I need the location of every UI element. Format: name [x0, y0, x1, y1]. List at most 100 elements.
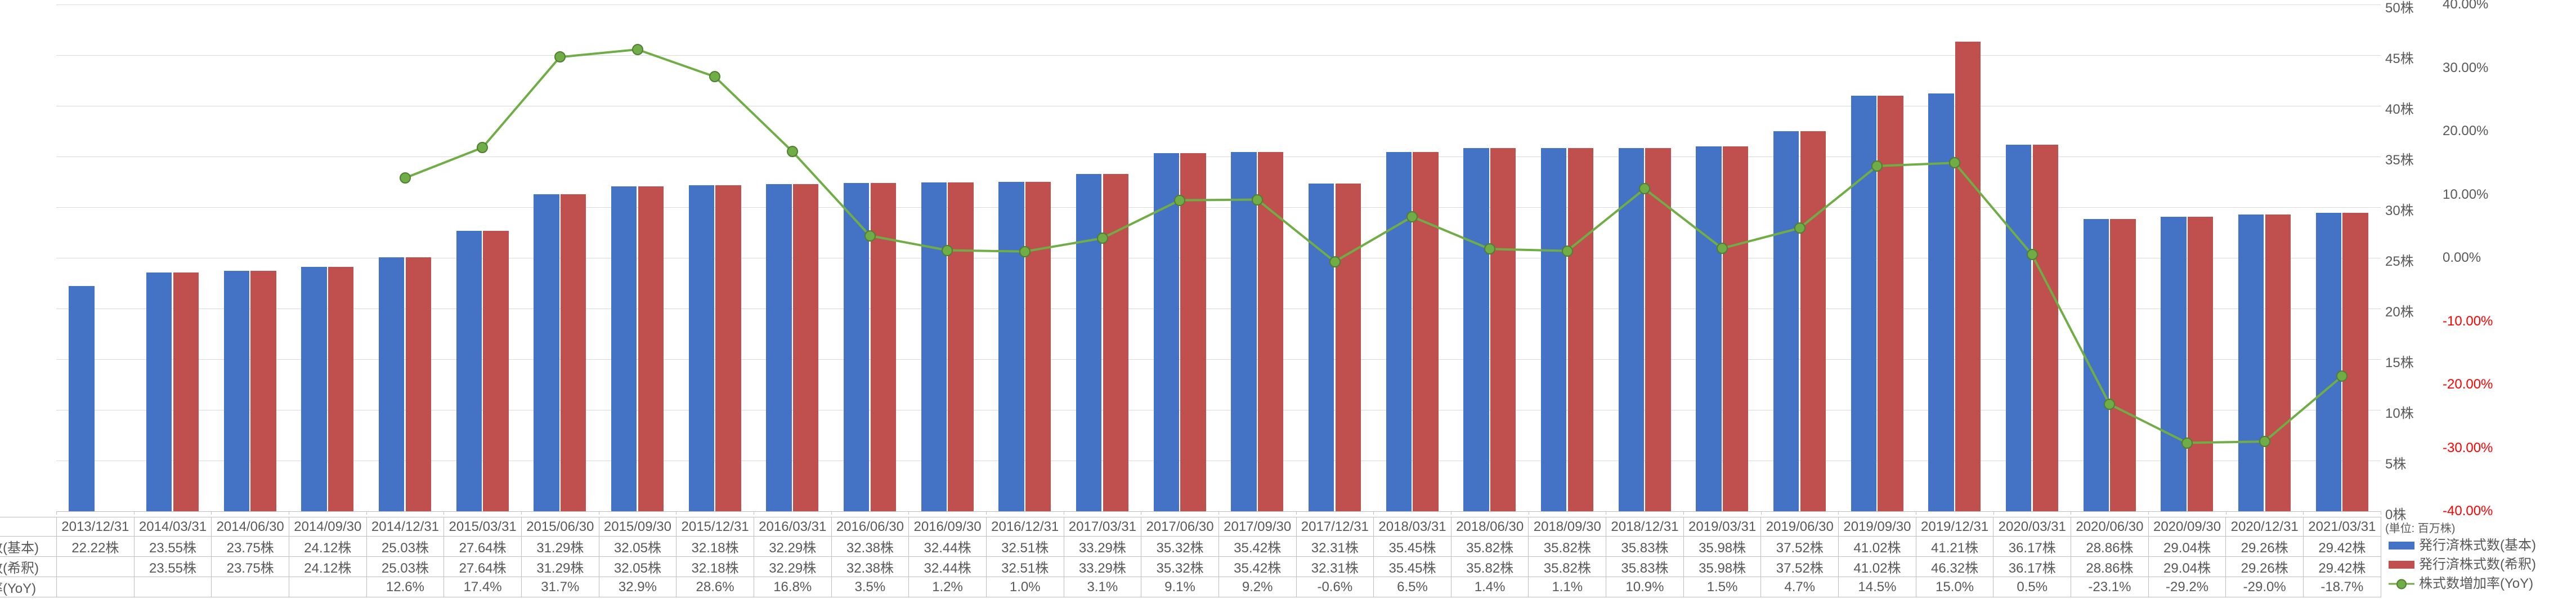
table-date-cell: 2015/03/31	[444, 517, 522, 537]
table-row-yoy-cell: -0.6%	[1296, 577, 1374, 597]
table-row-diluted-cell: 32.38株	[831, 557, 909, 577]
table-row-diluted-cell	[57, 557, 135, 577]
table-row-yoy-cell: 3.5%	[831, 577, 909, 597]
table-row-diluted-cell: 46.32株	[1916, 557, 1993, 577]
data-table: 2013/12/312014/03/312014/06/302014/09/30…	[0, 517, 2381, 597]
y2-tick-label: -40.00%	[2443, 503, 2493, 519]
table-row-yoy-cell: 14.5%	[1839, 577, 1916, 597]
table-row-basic-cell: 23.55株	[134, 537, 212, 557]
table-date-cell: 2014/09/30	[289, 517, 366, 537]
table-row-yoy-cell: 16.8%	[754, 577, 831, 597]
yoy-marker	[1871, 160, 1883, 172]
y1-tick-label: 50株	[2385, 0, 2414, 16]
table-date-cell: 2014/12/31	[366, 517, 444, 537]
table-row-yoy-cell	[57, 577, 135, 597]
table-date-cell: 2016/12/31	[986, 517, 1064, 537]
right-legend-item: 株式数増加率(YoY)	[2385, 574, 2536, 593]
table-row-diluted-cell: 32.51株	[986, 557, 1064, 577]
table-date-cell: 2016/03/31	[754, 517, 831, 537]
table-row-diluted-cell: 36.17株	[1993, 557, 2071, 577]
table-row-basic-cell: 31.29株	[521, 537, 599, 557]
table-row-yoy-cell	[212, 577, 289, 597]
category-tick	[1373, 511, 1374, 515]
category-tick	[831, 511, 832, 515]
table-row-yoy-cell: 32.9%	[599, 577, 677, 597]
table-row-yoy-cell: 15.0%	[1916, 577, 1993, 597]
table-row-basic-cell: 41.21株	[1916, 537, 1993, 557]
right-legend-item: 発行済株式数(基本)	[2385, 536, 2536, 555]
table-row-diluted-cell: 41.02株	[1839, 557, 1916, 577]
table-date-cell: 2017/06/30	[1141, 517, 1219, 537]
yoy-marker	[1174, 195, 1185, 206]
table-row-diluted-cell: 24.12株	[289, 557, 366, 577]
y2-tick-label: 0.00%	[2443, 250, 2481, 266]
category-tick	[908, 511, 909, 515]
y1-tick-label: 20株	[2385, 301, 2414, 320]
table-row-diluted-cell: 27.64株	[444, 557, 522, 577]
y1-tick-label: 10株	[2385, 402, 2414, 422]
table-row-basic-cell: 29.42株	[2304, 537, 2381, 557]
table-row-basic-cell: 35.32株	[1141, 537, 1219, 557]
category-tick	[211, 511, 212, 515]
table-date-cell: 2020/12/31	[2226, 517, 2304, 537]
table-row-yoy-cell: 1.4%	[1451, 577, 1529, 597]
table-row-basic-cell: 41.02株	[1839, 537, 1916, 557]
table-row-yoy-cell: -29.0%	[2226, 577, 2304, 597]
table-row-diluted-cell: 35.82株	[1451, 557, 1529, 577]
category-tick	[134, 511, 135, 515]
yoy-marker	[2259, 436, 2270, 447]
table-date-cell: 2014/06/30	[212, 517, 289, 537]
table-date-cell: 2018/12/31	[1606, 517, 1684, 537]
table-row-yoy-cell: 17.4%	[444, 577, 522, 597]
y2-tick-label: 30.00%	[2443, 60, 2488, 76]
table-row-yoy-cell: 1.1%	[1529, 577, 1606, 597]
yoy-marker	[1717, 243, 1728, 254]
table-row-yoy-cell	[134, 577, 212, 597]
right-legend-item: 発行済株式数(希釈)	[2385, 555, 2536, 574]
table-row-yoy-cell: 1.0%	[986, 577, 1064, 597]
y1-tick-label: 45株	[2385, 47, 2414, 67]
table-date-cell: 2014/03/31	[134, 517, 212, 537]
table-date-cell: 2013/12/31	[57, 517, 135, 537]
yoy-marker	[1097, 233, 1108, 244]
table-row-basic-cell: 29.26株	[2226, 537, 2304, 557]
table-row-yoy-cell: 1.5%	[1683, 577, 1761, 597]
table-row-yoy-cell: 12.6%	[366, 577, 444, 597]
right-legend: 発行済株式数(基本)発行済株式数(希釈) 株式数増加率(YoY)	[2385, 536, 2536, 593]
table-row-yoy-cell: 10.9%	[1606, 577, 1684, 597]
yoy-marker	[1639, 183, 1650, 194]
table-row-yoy-label: 株式数増加率(YoY)	[0, 581, 36, 596]
table-row-basic-cell: 36.17株	[1993, 537, 2071, 557]
table-row-yoy-cell: -29.2%	[2148, 577, 2226, 597]
table-row-basic-cell: 32.29株	[754, 537, 831, 557]
right-legend-label: 株式数増加率(YoY)	[2419, 576, 2533, 591]
table-row-basic-cell: 28.86株	[2071, 537, 2149, 557]
legend-swatch	[2389, 542, 2414, 550]
yoy-marker	[787, 146, 798, 157]
category-tick	[2148, 511, 2149, 515]
yoy-marker	[1019, 246, 1031, 257]
table-row-diluted-cell: 35.83株	[1606, 557, 1684, 577]
table-row-diluted-cell: 28.86株	[2071, 557, 2149, 577]
table-row-diluted-cell: 35.32株	[1141, 557, 1219, 577]
table-row-basic-cell: 35.82株	[1529, 537, 1606, 557]
y2-tick-label: 40.00%	[2443, 0, 2488, 12]
yoy-marker	[1949, 157, 1960, 168]
table-row-diluted-cell: 35.98株	[1683, 557, 1761, 577]
table-row-basic-cell: 24.12株	[289, 537, 366, 557]
shares-outstanding-chart: 0株5株10株15株20株25株30株35株40株45株50株-40.00%-3…	[0, 0, 2576, 603]
table-row-basic-cell: 32.38株	[831, 537, 909, 557]
table-row-basic-cell: 25.03株	[366, 537, 444, 557]
category-tick	[366, 511, 367, 515]
table-date-cell: 2016/06/30	[831, 517, 909, 537]
table-row-yoy-cell: -18.7%	[2304, 577, 2381, 597]
yoy-marker	[1329, 256, 1341, 267]
table-date-cell: 2017/03/31	[1064, 517, 1141, 537]
table-row-yoy-cell: 9.2%	[1218, 577, 1296, 597]
table-row-yoy-cell: 31.7%	[521, 577, 599, 597]
table-date-cell: 2015/09/30	[599, 517, 677, 537]
table-row-basic-cell: 23.75株	[212, 537, 289, 557]
table-row-dates: 2013/12/312014/03/312014/06/302014/09/30…	[0, 517, 2381, 537]
y1-tick-label: 15株	[2385, 351, 2414, 371]
table-date-cell: 2019/12/31	[1916, 517, 1993, 537]
